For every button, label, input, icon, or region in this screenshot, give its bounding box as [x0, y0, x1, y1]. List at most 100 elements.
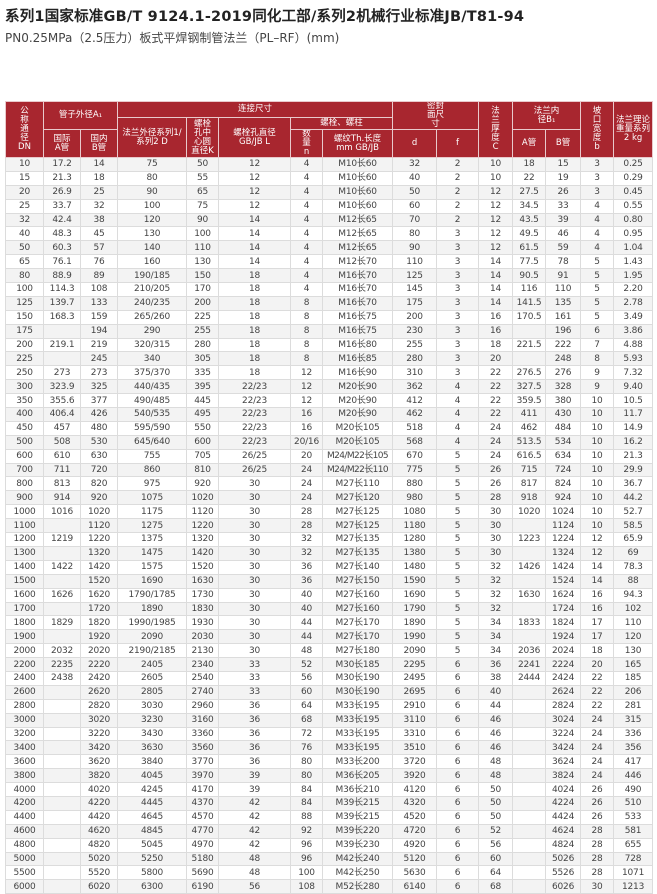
cell-seal-d: 60	[392, 198, 438, 214]
cell-bore-a: 221.5	[512, 337, 547, 353]
cell-weight: 728	[613, 851, 654, 867]
cell-pipe-a: 1219	[43, 532, 81, 547]
cell-thread: M36长210	[322, 782, 394, 797]
cell-dn: 1900	[5, 629, 44, 645]
cell-bore-a	[512, 684, 547, 700]
cell-bolt-circle: 100	[186, 226, 220, 242]
cell-bore-b: 824	[545, 476, 582, 492]
cell-flange-od: 1690	[117, 573, 188, 589]
cell-thickness: 32	[478, 587, 514, 603]
cell-pipe-b: 1820	[79, 615, 119, 631]
cell-bore-a: 34.5	[512, 198, 547, 214]
cell-weight: 533	[613, 809, 654, 825]
cell-bolt-count: 4	[290, 240, 324, 256]
cell-bolt-count: 56	[290, 670, 324, 686]
cell-dn: 350	[5, 393, 44, 409]
cell-bore-b: 1024	[545, 504, 582, 520]
header-seal: 密封面尺寸	[392, 101, 480, 130]
cell-bore-a: 616.5	[512, 448, 547, 464]
header-thread: 螺纹Th.长度mm GB/JB	[322, 129, 394, 158]
cell-dn: 10	[5, 157, 44, 172]
cell-thickness: 32	[478, 601, 514, 617]
cell-bolt-hole: 30	[218, 490, 292, 506]
cell-bolt-circle: 3770	[186, 754, 220, 770]
cell-pipe-a	[43, 740, 81, 756]
cell-bore-a	[512, 795, 547, 811]
table-row: 1900 1920 2090 2030 30 44 M27长170 1990 5 34 1924 17…	[5, 629, 654, 645]
cell-seal-f: 6	[436, 670, 480, 686]
cell-seal-f: 5	[436, 559, 480, 575]
cell-thickness: 46	[478, 740, 514, 756]
cell-thickness: 46	[478, 712, 514, 728]
cell-pipe-a: 610	[43, 448, 81, 464]
cell-pipe-b: 18	[79, 170, 119, 186]
cell-bore-b: 1724	[545, 601, 582, 617]
header-dn: 公称通径DN	[5, 101, 44, 158]
cell-weight: 110	[613, 615, 654, 631]
cell-dn: 1000	[5, 504, 44, 520]
cell-weight: 206	[613, 684, 654, 700]
cell-flange-od: 3030	[117, 698, 188, 714]
cell-seal-d: 1690	[392, 587, 438, 603]
cell-seal-d: 310	[392, 365, 438, 381]
cell-seal-f: 2	[436, 184, 480, 200]
cell-weight: 16.2	[613, 434, 654, 450]
cell-seal-f: 6	[436, 837, 480, 853]
cell-bolt-circle: 150	[186, 268, 220, 284]
cell-bore-b: 1924	[545, 629, 582, 645]
cell-thickness: 64	[478, 865, 514, 881]
cell-bore-b: 59	[545, 240, 582, 256]
cell-bolt-count: 28	[290, 518, 324, 534]
cell-bore-b: 26	[545, 184, 582, 200]
cell-bevel: 16	[580, 601, 615, 617]
cell-bolt-circle: 50	[186, 157, 220, 172]
cell-thread: M16长75	[322, 309, 394, 325]
cell-dn: 700	[5, 462, 44, 478]
cell-bevel: 10	[580, 504, 615, 520]
cell-bolt-count: 64	[290, 698, 324, 714]
cell-bore-b: 110	[545, 282, 582, 297]
cell-dn: 6000	[5, 879, 44, 894]
header-bore: 法兰内径B₁	[512, 101, 582, 130]
cell-flange-od: 540/535	[117, 407, 188, 422]
cell-bolt-hole: 36	[218, 726, 292, 742]
cell-pipe-a: 2032	[43, 643, 81, 659]
cell-flange-od: 3230	[117, 712, 188, 728]
cell-seal-f: 6	[436, 823, 480, 839]
cell-bolt-circle: 1930	[186, 615, 220, 631]
cell-pipe-a	[43, 684, 81, 700]
cell-seal-f: 6	[436, 879, 480, 894]
cell-bevel: 17	[580, 615, 615, 631]
cell-bore-b: 1824	[545, 615, 582, 631]
cell-seal-d: 110	[392, 254, 438, 270]
cell-weight: 1.43	[613, 254, 654, 270]
cell-thickness: 22	[478, 393, 514, 409]
cell-seal-f: 5	[436, 643, 480, 659]
cell-bore-a: 327.5	[512, 379, 547, 395]
header-connection: 连接尺寸	[117, 101, 394, 118]
cell-pipe-a	[43, 726, 81, 742]
cell-seal-f: 5	[436, 629, 480, 645]
cell-flange-od: 1275	[117, 518, 188, 534]
cell-seal-d: 4320	[392, 795, 438, 811]
cell-pipe-a	[43, 823, 81, 839]
cell-pipe-b: 273	[79, 365, 119, 381]
cell-thickness: 24	[478, 434, 514, 450]
cell-bolt-count: 24	[290, 462, 324, 478]
cell-bore-a	[512, 879, 547, 894]
cell-bore-a: 170.5	[512, 309, 547, 325]
cell-seal-d: 5120	[392, 851, 438, 867]
cell-bolt-hole: 14	[218, 212, 292, 228]
cell-bolt-count: 4	[290, 282, 324, 297]
cell-bolt-circle: 3360	[186, 726, 220, 742]
cell-weight: 1071	[613, 865, 654, 881]
cell-pipe-b: 1720	[79, 601, 119, 617]
cell-bolt-circle: 90	[186, 212, 220, 228]
cell-bolt-circle: 2960	[186, 698, 220, 714]
cell-thickness: 48	[478, 768, 514, 784]
cell-thread: M42长250	[322, 865, 394, 881]
cell-thickness: 18	[478, 337, 514, 353]
cell-bolt-hole: 30	[218, 587, 292, 603]
cell-dn: 600	[5, 448, 44, 464]
cell-bolt-circle: 2740	[186, 684, 220, 700]
